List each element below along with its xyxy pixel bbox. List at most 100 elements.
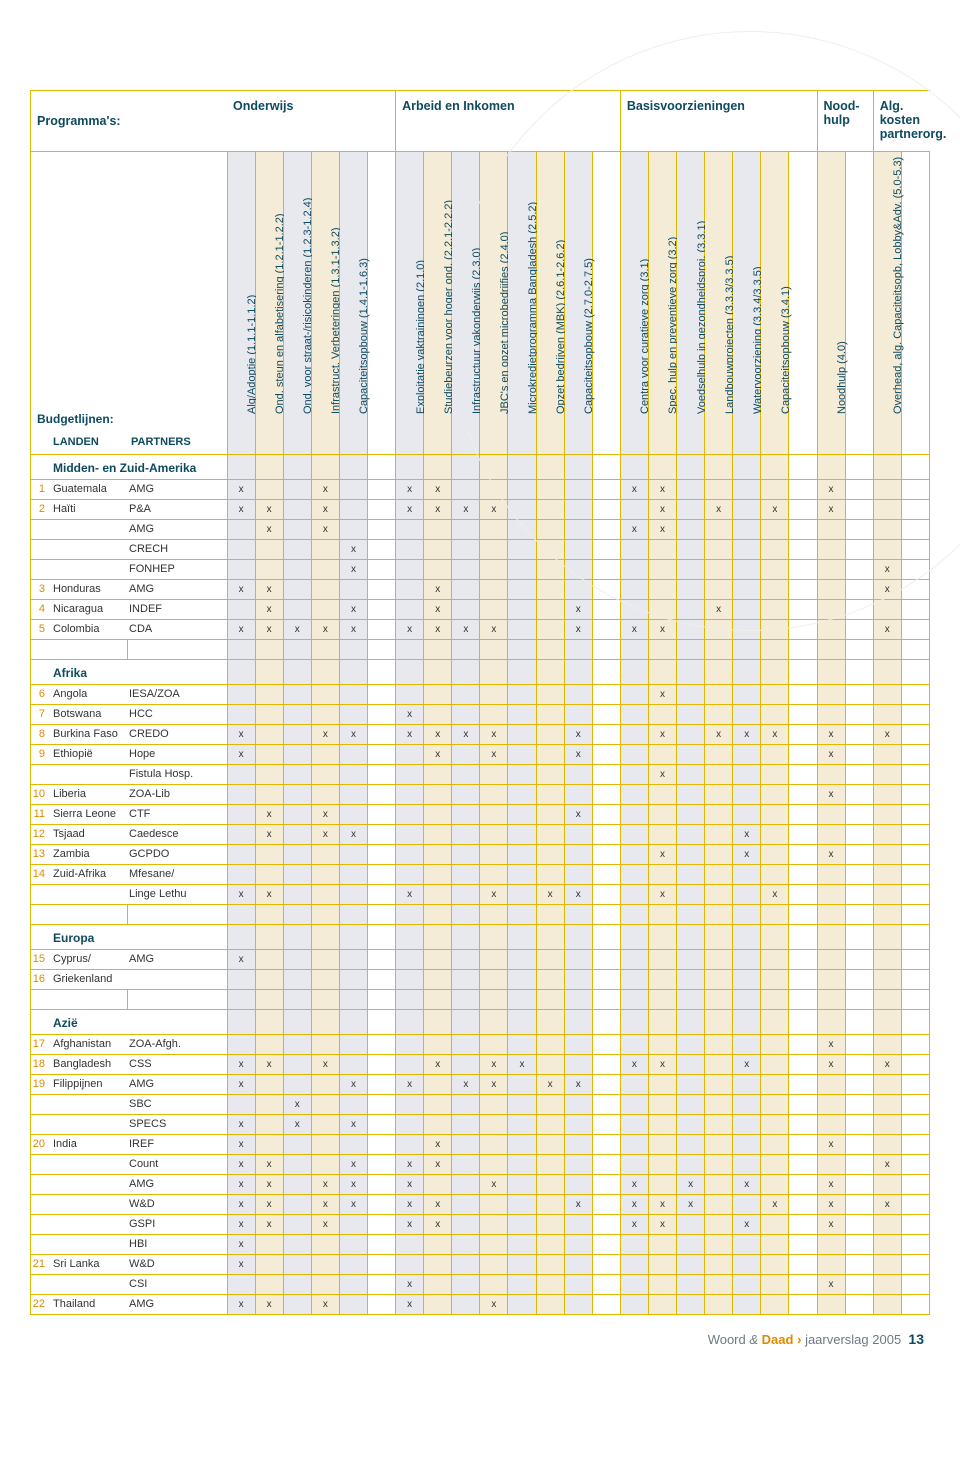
matrix-cell (677, 479, 705, 499)
header-cell (339, 432, 367, 455)
gap-cell (789, 559, 817, 579)
gap-cell (789, 499, 817, 519)
matrix-cell (677, 539, 705, 559)
matrix-cell (452, 539, 480, 559)
matrix-cell: x (339, 1114, 367, 1134)
matrix-cell: x (817, 1194, 845, 1214)
row-country (49, 1154, 127, 1174)
matrix-cell (396, 824, 424, 844)
gap-cell (789, 1154, 817, 1174)
matrix-cell (255, 844, 283, 864)
matrix-cell (424, 949, 452, 969)
header-cell (564, 432, 592, 455)
gap-cell (592, 844, 620, 864)
gap-cell (368, 1214, 396, 1234)
gap-cell (845, 804, 873, 824)
matrix-cell (339, 1254, 367, 1274)
matrix-cell: x (648, 479, 676, 499)
gap-cell (845, 559, 873, 579)
section-cell (255, 454, 283, 479)
section-num (31, 924, 49, 949)
matrix-cell (620, 1294, 648, 1314)
table-row: 11Sierra LeoneCTFxxx (31, 804, 930, 824)
spacer-cell (873, 904, 901, 924)
column-header: Capaciteitsopbouw (3.4.1) (761, 152, 789, 432)
section-cell (648, 454, 676, 479)
matrix-cell (508, 1034, 536, 1054)
matrix-cell (536, 684, 564, 704)
row-partner: CSI (127, 1274, 227, 1294)
matrix-cell: x (227, 499, 255, 519)
row-country: Zambia (49, 844, 127, 864)
gap-cell (592, 1174, 620, 1194)
matrix-cell (817, 1254, 845, 1274)
matrix-cell (227, 784, 255, 804)
matrix-cell (283, 1054, 311, 1074)
matrix-cell: x (452, 1074, 480, 1094)
matrix-cell: x (396, 1174, 424, 1194)
matrix-cell: x (424, 744, 452, 764)
table-row: 4NicaraguaINDEFxxxxx (31, 599, 930, 619)
matrix-cell (255, 1034, 283, 1054)
gap-cell (789, 659, 817, 684)
matrix-cell: x (620, 519, 648, 539)
matrix-cell (648, 784, 676, 804)
matrix-cell (311, 704, 339, 724)
matrix-cell: x (817, 1214, 845, 1234)
section-num (31, 454, 49, 479)
matrix-cell: x (705, 724, 733, 744)
matrix-cell (648, 539, 676, 559)
matrix-cell: x (311, 1054, 339, 1074)
row-partner: AMG (127, 519, 227, 539)
matrix-cell (564, 479, 592, 499)
matrix-cell (424, 1094, 452, 1114)
matrix-cell (536, 844, 564, 864)
matrix-cell: x (817, 479, 845, 499)
matrix-cell: x (283, 1114, 311, 1134)
gap-cell (592, 744, 620, 764)
section-cell (508, 1009, 536, 1034)
gap-cell (789, 432, 817, 455)
matrix-cell (817, 1094, 845, 1114)
matrix-cell: x (227, 1234, 255, 1254)
matrix-cell (677, 1234, 705, 1254)
matrix-cell (536, 1254, 564, 1274)
matrix-cell (564, 539, 592, 559)
spacer-cell (564, 639, 592, 659)
matrix-cell (817, 864, 845, 884)
matrix-cell: x (480, 1054, 508, 1074)
matrix-cell (283, 1134, 311, 1154)
table-row: 7BotswanaHCCx (31, 704, 930, 724)
matrix-cell (817, 1294, 845, 1314)
matrix-cell (648, 864, 676, 884)
matrix-cell (227, 559, 255, 579)
gap-cell (592, 724, 620, 744)
row-number (31, 884, 49, 904)
matrix-cell (733, 1074, 761, 1094)
matrix-cell (761, 1054, 789, 1074)
row-country: Angola (49, 684, 127, 704)
table-row: SBCx (31, 1094, 930, 1114)
matrix-cell (761, 1094, 789, 1114)
spacer-cell (508, 989, 536, 1009)
matrix-cell (705, 1074, 733, 1094)
matrix-cell (705, 1214, 733, 1234)
matrix-cell: x (564, 1074, 592, 1094)
matrix-cell (817, 804, 845, 824)
matrix-cell (508, 684, 536, 704)
programmas-label: Programma's: (31, 91, 227, 152)
matrix-cell (620, 499, 648, 519)
matrix-cell (339, 1234, 367, 1254)
matrix-cell (508, 764, 536, 784)
spacer-cell (677, 639, 705, 659)
row-partner: FONHEP (127, 559, 227, 579)
group-header: Alg. kosten partnerorg. (873, 91, 929, 152)
spacer-cell (648, 989, 676, 1009)
matrix-cell (873, 499, 901, 519)
matrix-cell (733, 599, 761, 619)
matrix-cell (536, 579, 564, 599)
matrix-cell (283, 1254, 311, 1274)
matrix-cell: x (564, 1194, 592, 1214)
gap-cell (789, 1009, 817, 1034)
matrix-cell (339, 764, 367, 784)
